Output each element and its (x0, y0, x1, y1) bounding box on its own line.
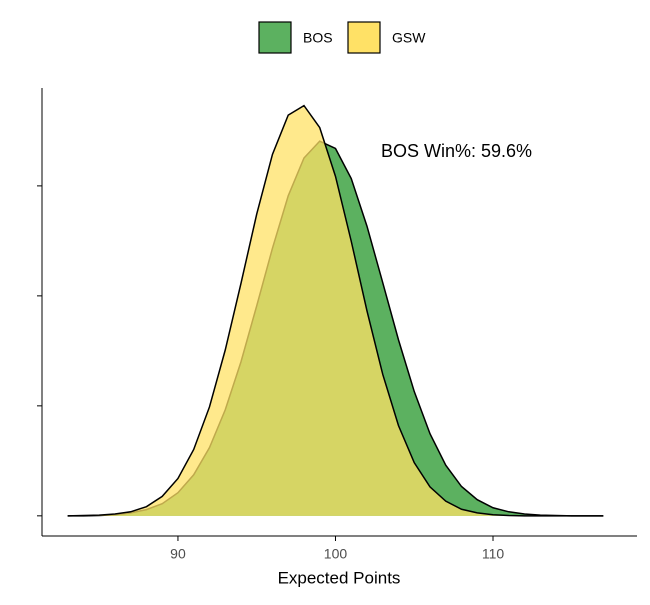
legend-swatch (258, 21, 292, 54)
annotation: BOS Win%: 59.6% (381, 141, 532, 161)
density-outline (67, 104, 604, 517)
x-tick-label: 110 (482, 546, 505, 562)
x-tick-label: 90 (170, 546, 186, 562)
x-axis-title: Expected Points (278, 568, 401, 587)
legend-label: BOS (303, 30, 333, 46)
legend-label: GSW (392, 30, 426, 46)
x-tick-label: 100 (324, 546, 348, 562)
legend-swatch (347, 21, 381, 54)
density-area (67, 105, 604, 516)
